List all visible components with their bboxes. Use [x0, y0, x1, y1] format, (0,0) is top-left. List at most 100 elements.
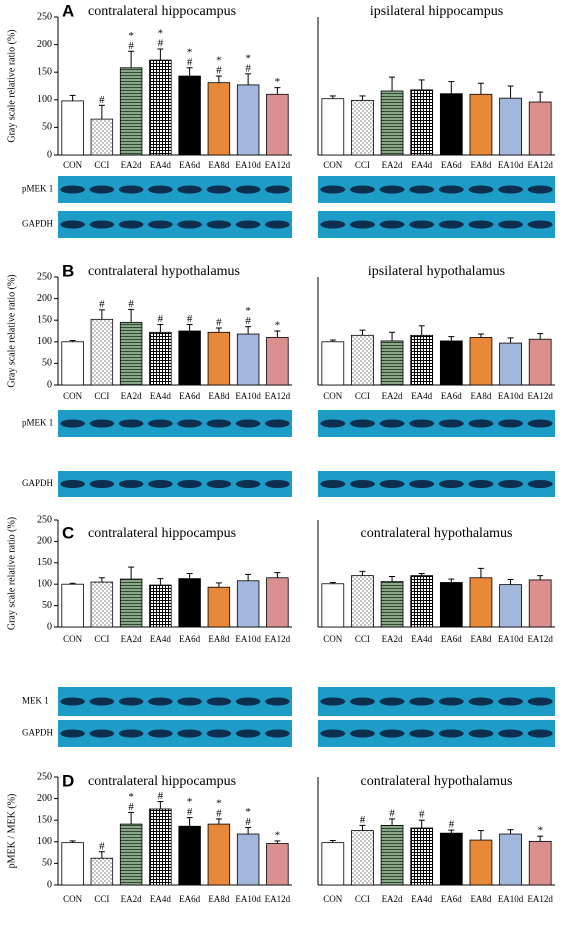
blot-band [206, 697, 232, 706]
blot-label: pMEK 1 [22, 184, 53, 194]
blot-band [148, 185, 173, 194]
chart-title: ipsilateral hippocampus [370, 4, 503, 19]
x-tick-label: CON [323, 634, 343, 644]
blot-band [438, 697, 464, 706]
significance-mark: # [99, 94, 105, 106]
blot-band [177, 419, 202, 428]
x-tick-label: EA6d [441, 634, 462, 644]
y-tick-label: 50 [42, 858, 52, 869]
blot-band [527, 729, 553, 738]
blot-band [265, 697, 290, 706]
bar [499, 342, 522, 386]
x-tick-label: EA6d [179, 160, 200, 170]
y-tick-label: 200 [37, 793, 52, 804]
blot-band [379, 220, 405, 229]
significance-mark: # [419, 809, 425, 821]
y-tick-label: 0 [47, 879, 52, 890]
blot-band [349, 220, 375, 229]
bar [178, 330, 201, 386]
x-tick-label: EA4d [150, 894, 171, 904]
blot-band [148, 480, 173, 488]
y-tick-label: 150 [37, 557, 52, 568]
blot-band [265, 729, 290, 738]
significance-mark: # [158, 313, 164, 325]
blot-band [409, 185, 435, 194]
bar [207, 823, 231, 886]
x-tick-label: EA10d [498, 634, 524, 644]
y-axis-label: Gray scale relative ratio (%) [6, 274, 17, 387]
y-tick-label: 100 [37, 836, 52, 847]
x-tick-label: EA6d [441, 391, 462, 401]
blot-band [265, 419, 290, 428]
blot-band [379, 419, 405, 428]
blot-band [60, 697, 85, 706]
x-tick-label: EA6d [179, 894, 200, 904]
significance-mark: * [128, 30, 134, 42]
bar [499, 833, 522, 886]
blot-band [177, 729, 202, 738]
blot-band [118, 729, 144, 738]
x-tick-label: EA6d [179, 634, 200, 644]
bar [469, 839, 493, 886]
bar [178, 578, 201, 628]
x-tick-label: EA8d [470, 894, 491, 904]
x-tick-label: EA8d [470, 391, 491, 401]
x-tick-label: EA8d [208, 634, 229, 644]
blot-band [349, 419, 375, 428]
y-tick-label: 0 [47, 379, 52, 390]
significance-mark: # [187, 56, 193, 68]
blot-band [349, 185, 375, 194]
x-tick-label: EA4d [411, 391, 432, 401]
blot-band [118, 185, 144, 194]
bar [149, 331, 172, 386]
bar [119, 578, 143, 628]
significance-mark: * [245, 305, 251, 317]
y-tick-label: 100 [37, 578, 52, 589]
bar [61, 583, 84, 628]
y-tick-label: 200 [37, 536, 52, 547]
x-tick-label: EA12d [265, 391, 291, 401]
blot-band [498, 220, 524, 229]
x-tick-label: CON [63, 634, 83, 644]
x-tick-label: EA4d [411, 634, 432, 644]
blot-band [148, 729, 173, 738]
significance-mark: * [187, 796, 193, 808]
blot-band [60, 419, 85, 428]
bar [61, 842, 84, 886]
x-tick-label: EA10d [235, 634, 261, 644]
blot-band [468, 220, 494, 229]
blot-band [527, 185, 553, 194]
blot-band [527, 419, 553, 428]
blot-band [177, 220, 202, 229]
bar [207, 331, 231, 386]
blot-band [60, 729, 85, 738]
significance-mark: # [216, 807, 222, 819]
blot-band [379, 480, 405, 488]
bar [90, 857, 114, 886]
panel-label: B [62, 261, 74, 280]
significance-mark: # [389, 807, 395, 819]
bar [528, 338, 552, 386]
x-tick-label: EA2d [382, 160, 403, 170]
y-tick-label: 250 [37, 514, 52, 525]
significance-mark: # [99, 840, 105, 852]
panel-label: D [62, 771, 74, 790]
x-tick-label: CCI [94, 634, 109, 644]
significance-mark: * [275, 76, 281, 88]
significance-mark: * [216, 55, 222, 67]
blot-band [177, 697, 202, 706]
blot-band [89, 220, 115, 229]
x-tick-label: CCI [355, 894, 370, 904]
y-tick-label: 100 [37, 94, 52, 105]
x-tick-label: EA10d [498, 160, 524, 170]
blot-band [409, 419, 435, 428]
blot-band [235, 419, 261, 428]
x-tick-label: EA2d [121, 894, 142, 904]
blot-band [379, 729, 405, 738]
bar [119, 67, 143, 156]
x-tick-label: CCI [94, 160, 109, 170]
significance-mark: * [537, 825, 543, 837]
x-tick-label: EA10d [498, 894, 524, 904]
x-tick-label: EA8d [470, 160, 491, 170]
blot-band [148, 419, 173, 428]
